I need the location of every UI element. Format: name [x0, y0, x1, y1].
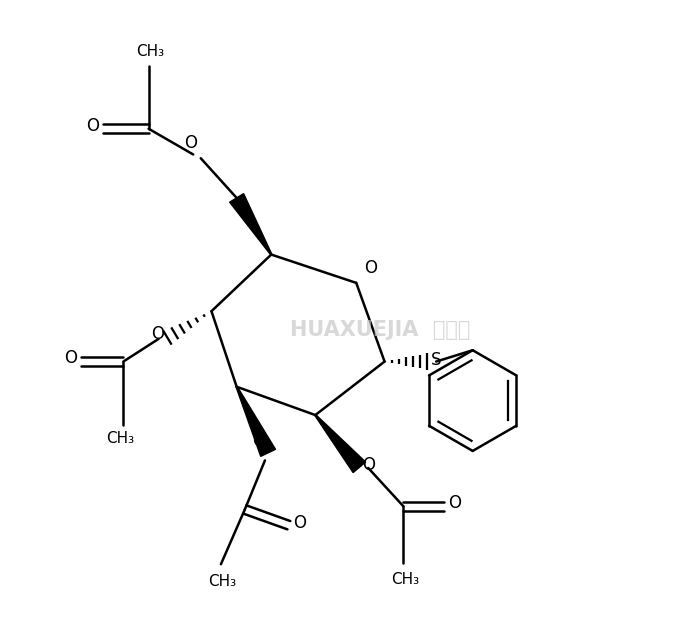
Text: O: O — [362, 456, 375, 474]
Text: CH₃: CH₃ — [208, 573, 236, 589]
Polygon shape — [236, 387, 276, 457]
Text: O: O — [86, 116, 99, 135]
Text: O: O — [185, 134, 197, 152]
Text: O: O — [253, 432, 266, 450]
Text: CH₃: CH₃ — [106, 431, 134, 446]
Text: S: S — [431, 351, 442, 369]
Text: O: O — [65, 349, 78, 368]
Text: CH₃: CH₃ — [391, 572, 419, 587]
Text: O: O — [293, 514, 306, 532]
Text: O: O — [151, 325, 164, 343]
Polygon shape — [229, 194, 272, 255]
Text: HUAXUEJIA  化学加: HUAXUEJIA 化学加 — [290, 320, 471, 340]
Text: CH₃: CH₃ — [136, 44, 164, 60]
Text: O: O — [448, 494, 461, 512]
Text: O: O — [364, 258, 377, 277]
Polygon shape — [315, 415, 366, 472]
